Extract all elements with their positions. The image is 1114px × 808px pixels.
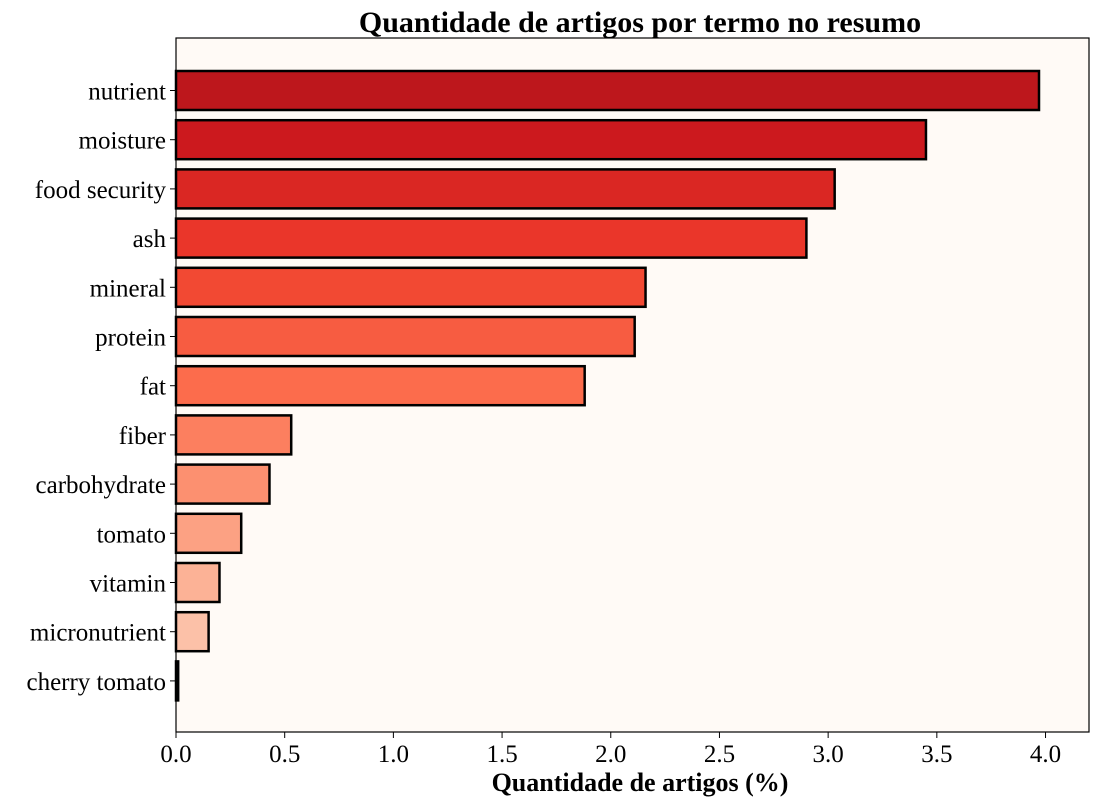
category-label: mineral — [90, 275, 166, 302]
x-axis-label: Quantidade de artigos (%) — [492, 768, 789, 797]
category-label: moisture — [79, 128, 167, 155]
bar-micronutrient — [174, 610, 210, 653]
x-tick-label: 4.0 — [1030, 741, 1061, 768]
x-tick-label: 3.0 — [813, 741, 844, 768]
bar-protein — [174, 315, 636, 358]
category-label: vitamin — [90, 571, 167, 598]
bar-nutrient — [174, 69, 1041, 112]
category-label: micronutrient — [30, 620, 166, 647]
bar-ash — [174, 217, 808, 259]
x-tick-label: 1.0 — [378, 741, 409, 768]
category-label: cherry tomato — [26, 669, 166, 696]
x-tick-label: 1.5 — [486, 741, 517, 768]
x-tick-label: 0.0 — [160, 741, 191, 768]
category-label: fat — [140, 374, 166, 401]
category-label: fiber — [119, 423, 167, 450]
bar-food-security — [174, 168, 836, 210]
chart-title: Quantidade de artigos por termo no resum… — [359, 6, 921, 39]
category-label: food security — [35, 177, 167, 204]
x-tick-label: 2.5 — [704, 741, 735, 768]
category-label: nutrient — [88, 79, 166, 106]
category-label: tomato — [97, 521, 166, 548]
category-label: ash — [133, 226, 167, 253]
bar-fiber — [174, 414, 293, 456]
x-tick-label: 0.5 — [269, 741, 300, 768]
category-labels: nutrient moisture food security ash mineral p… — [26, 79, 176, 696]
bar-tomato — [174, 512, 243, 555]
bar-vitamin — [174, 561, 221, 604]
category-label: carbohydrate — [36, 472, 166, 499]
bar-moisture — [174, 118, 928, 161]
bar-cherry-tomato — [174, 660, 180, 702]
x-tick-label: 2.0 — [595, 741, 626, 768]
x-tick-label: 3.5 — [921, 741, 952, 768]
category-label: protein — [95, 325, 166, 352]
bar-fat — [174, 364, 586, 407]
x-axis-ticks: 0.0 0.5 1.0 1.5 2.0 2.5 3.0 3.5 4.0 — [160, 732, 1061, 768]
bars-group — [174, 69, 1041, 702]
bar-carbohydrate — [174, 463, 271, 505]
bar-mineral — [174, 266, 647, 309]
